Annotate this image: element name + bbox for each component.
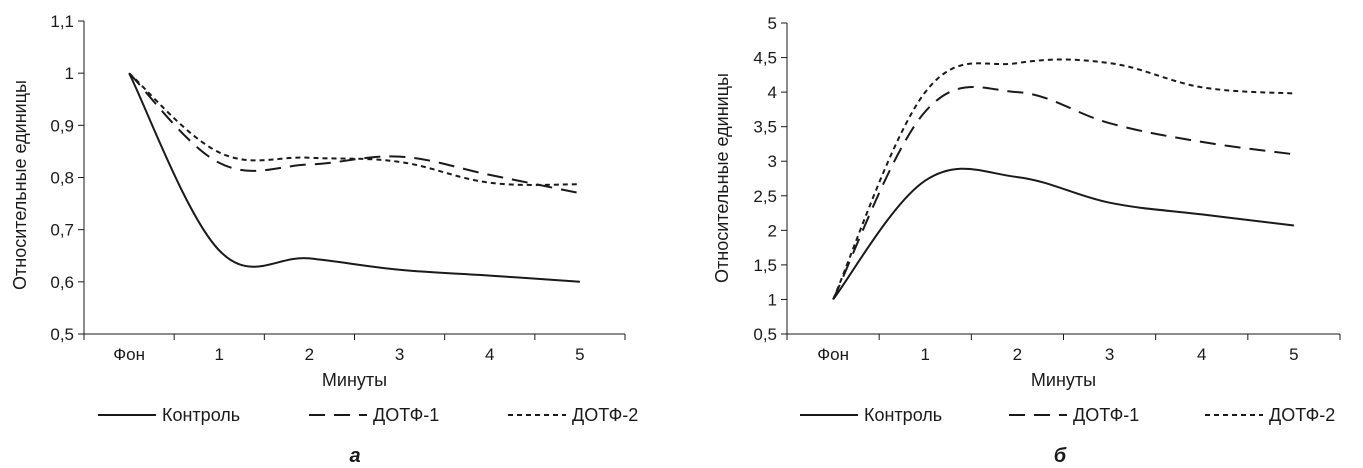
x-tick-label: 4 bbox=[1197, 345, 1206, 364]
y-axis-title: Относительные единицы bbox=[10, 80, 30, 290]
series-line-1 bbox=[128, 72, 580, 283]
legend-label: ДОТФ-2 bbox=[572, 405, 638, 425]
y-tick-label: 0,5 bbox=[753, 325, 777, 344]
y-tick-label: 1,5 bbox=[753, 256, 777, 275]
y-tick-label: 0,5 bbox=[50, 325, 74, 344]
y-tick-label: 0,8 bbox=[50, 169, 74, 188]
legend-item: ДОТФ-1 bbox=[309, 405, 439, 425]
x-tick-label: 2 bbox=[305, 345, 314, 364]
series-line-2 bbox=[128, 72, 581, 195]
y-tick-label: 1 bbox=[65, 64, 74, 83]
x-tick-label: 2 bbox=[1013, 345, 1022, 364]
series-line-3 bbox=[832, 58, 1294, 300]
x-tick-label: 3 bbox=[395, 345, 404, 364]
legend-label: ДОТФ-1 bbox=[373, 405, 439, 425]
legend-label: ДОТФ-1 bbox=[1073, 405, 1139, 425]
y-tick-label: 3 bbox=[768, 152, 777, 171]
x-tick-label: 5 bbox=[1289, 345, 1298, 364]
x-tick-label: Фон bbox=[113, 345, 145, 364]
legend-item: ДОТФ-1 bbox=[1009, 405, 1139, 425]
x-tick-label: 1 bbox=[215, 345, 224, 364]
panel-label: б bbox=[1054, 445, 1067, 467]
series-line-2 bbox=[832, 85, 1295, 300]
y-tick-label: 1 bbox=[768, 290, 777, 309]
y-tick-label: 3,5 bbox=[753, 118, 777, 137]
y-tick-label: 4,5 bbox=[753, 49, 777, 68]
legend-item: ДОТФ-2 bbox=[508, 405, 638, 425]
y-tick-label: 0,6 bbox=[50, 273, 74, 292]
y-axis-title: Относительные единицы bbox=[712, 73, 732, 283]
x-tick-label: 4 bbox=[485, 345, 494, 364]
y-tick-label: 0,9 bbox=[50, 116, 74, 135]
x-tick-label: 5 bbox=[575, 345, 584, 364]
y-tick-label: 4 bbox=[768, 83, 777, 102]
y-tick-label: 0,7 bbox=[50, 221, 74, 240]
x-tick-label: Фон bbox=[817, 345, 849, 364]
y-tick-label: 2,5 bbox=[753, 187, 777, 206]
panel-label: а bbox=[349, 445, 360, 467]
legend: Контроль ДОТФ-1 ДОТФ-2 bbox=[800, 405, 1335, 425]
x-axis-title: Минуты bbox=[322, 370, 387, 390]
legend-item: ДОТФ-2 bbox=[1205, 405, 1335, 425]
legend-label: Контроль bbox=[864, 405, 942, 425]
legend-item: Контроль bbox=[98, 405, 240, 425]
legend-item: Контроль bbox=[800, 405, 942, 425]
x-tick-label: 3 bbox=[1105, 345, 1114, 364]
x-tick-label: 1 bbox=[921, 345, 930, 364]
legend: Контроль ДОТФ-1 ДОТФ-2 bbox=[98, 405, 638, 425]
series-line-3 bbox=[128, 72, 580, 186]
chart-panel-2: 0,5 1 1,5 2 2,5 3 3,5 4 4,5 5 Фон 1 2 3 4 5 Минуты Относи… bbox=[712, 14, 1341, 467]
x-axis-title: Минуты bbox=[1031, 370, 1096, 390]
chart-panel-1: 0,5 0,6 0,7 0,8 0,9 1 1,1 Фон 1 2 3 4 5 Минуты Относит… bbox=[10, 12, 638, 467]
legend-label: ДОТФ-2 bbox=[1269, 405, 1335, 425]
y-tick-label: 5 bbox=[768, 14, 777, 33]
y-tick-label: 2 bbox=[768, 221, 777, 240]
legend-label: Контроль bbox=[162, 405, 240, 425]
series-line-1 bbox=[832, 167, 1295, 301]
y-tick-label: 1,1 bbox=[50, 12, 74, 31]
